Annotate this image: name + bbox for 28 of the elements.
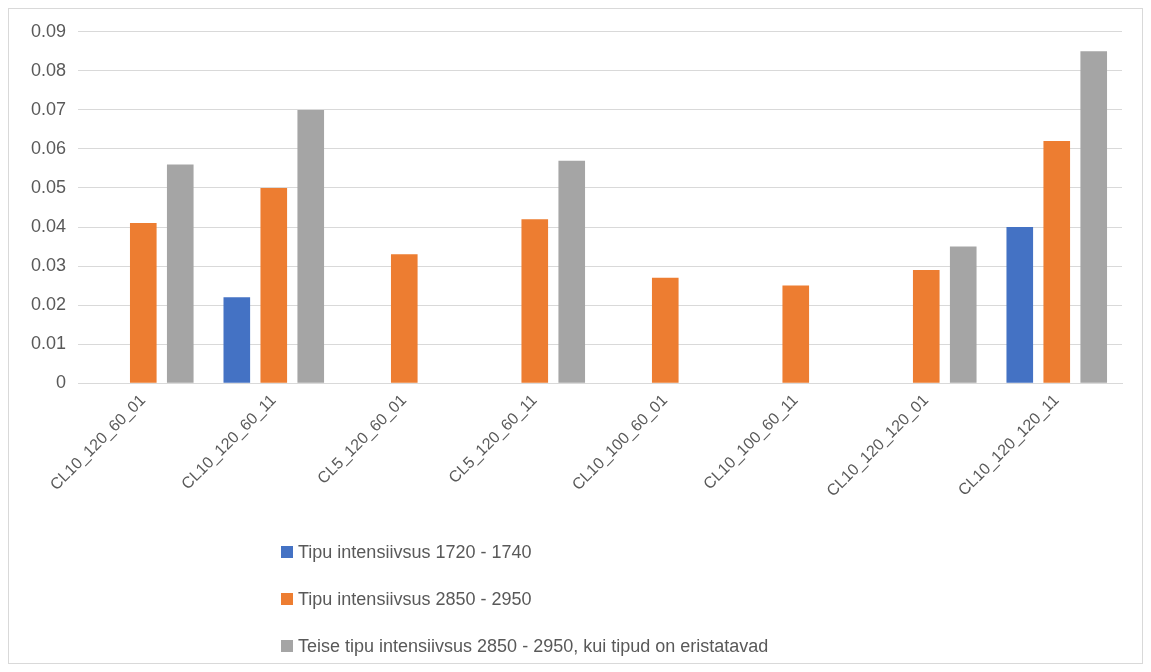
y-tick-label: 0.06: [30, 137, 67, 158]
bar: [651, 277, 679, 383]
bar: [912, 269, 940, 383]
legend-label: Teise tipu intensiivsus 2850 - 2950, kui tipud on eristatavad: [298, 635, 769, 657]
y-tick-label: 0.07: [30, 98, 67, 119]
bar: [949, 246, 977, 383]
bar: [1043, 141, 1071, 383]
y-tick-label: 0.05: [30, 176, 67, 197]
bar: [1006, 227, 1034, 383]
bar: [521, 219, 549, 383]
bar: [390, 254, 418, 383]
legend-label: Tipu intensiivsus 2850 - 2950: [298, 588, 532, 610]
y-tick-label: 0.04: [30, 215, 67, 236]
y-tick-label: 0.01: [30, 333, 67, 354]
bar: [1080, 51, 1108, 383]
bar: [166, 164, 194, 383]
bar: [297, 109, 325, 383]
bar: [782, 285, 810, 383]
bar: [223, 297, 251, 383]
y-tick-label: 0.08: [30, 59, 67, 80]
y-tick-label: 0.09: [30, 20, 67, 41]
y-tick-label: 0.02: [30, 294, 67, 315]
y-tick-label: 0: [56, 372, 67, 393]
y-tick-label: 0.03: [30, 255, 67, 276]
bar: [558, 160, 586, 383]
bar: [260, 187, 288, 383]
bar: [129, 223, 157, 383]
legend-label: Tipu intensiivsus 1720 - 1740: [298, 541, 532, 563]
